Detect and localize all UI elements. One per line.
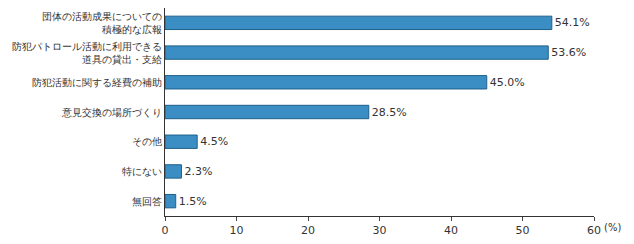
svg-text:20: 20 <box>301 224 315 237</box>
svg-text:団体の活動成果についての積極的な広報: 団体の活動成果についての積極的な広報 <box>42 11 162 35</box>
svg-text:50: 50 <box>516 224 530 237</box>
svg-text:その他: その他 <box>132 136 162 147</box>
svg-text:防犯活動に関する経費の補助: 防犯活動に関する経費の補助 <box>32 77 162 88</box>
svg-text:54.1%: 54.1% <box>555 16 590 29</box>
svg-text:45.0%: 45.0% <box>490 76 525 89</box>
svg-text:28.5%: 28.5% <box>372 106 407 119</box>
svg-text:2.3%: 2.3% <box>184 165 212 178</box>
svg-text:0: 0 <box>162 224 169 237</box>
svg-text:無回答: 無回答 <box>132 196 162 207</box>
svg-text:意見交換の場所づくり: 意見交換の場所づくり <box>61 107 162 118</box>
svg-text:(%): (%) <box>604 222 621 233</box>
svg-text:40: 40 <box>444 224 458 237</box>
svg-text:10: 10 <box>230 224 244 237</box>
svg-text:特にない: 特にない <box>122 166 162 177</box>
svg-text:30: 30 <box>373 224 387 237</box>
svg-text:防犯パトロール活動に利用できる道具の貸出・支給: 防犯パトロール活動に利用できる道具の貸出・支給 <box>12 41 162 65</box>
svg-text:4.5%: 4.5% <box>200 135 228 148</box>
svg-text:1.5%: 1.5% <box>179 195 207 208</box>
svg-text:53.6%: 53.6% <box>551 46 586 59</box>
svg-text:60: 60 <box>587 224 601 237</box>
